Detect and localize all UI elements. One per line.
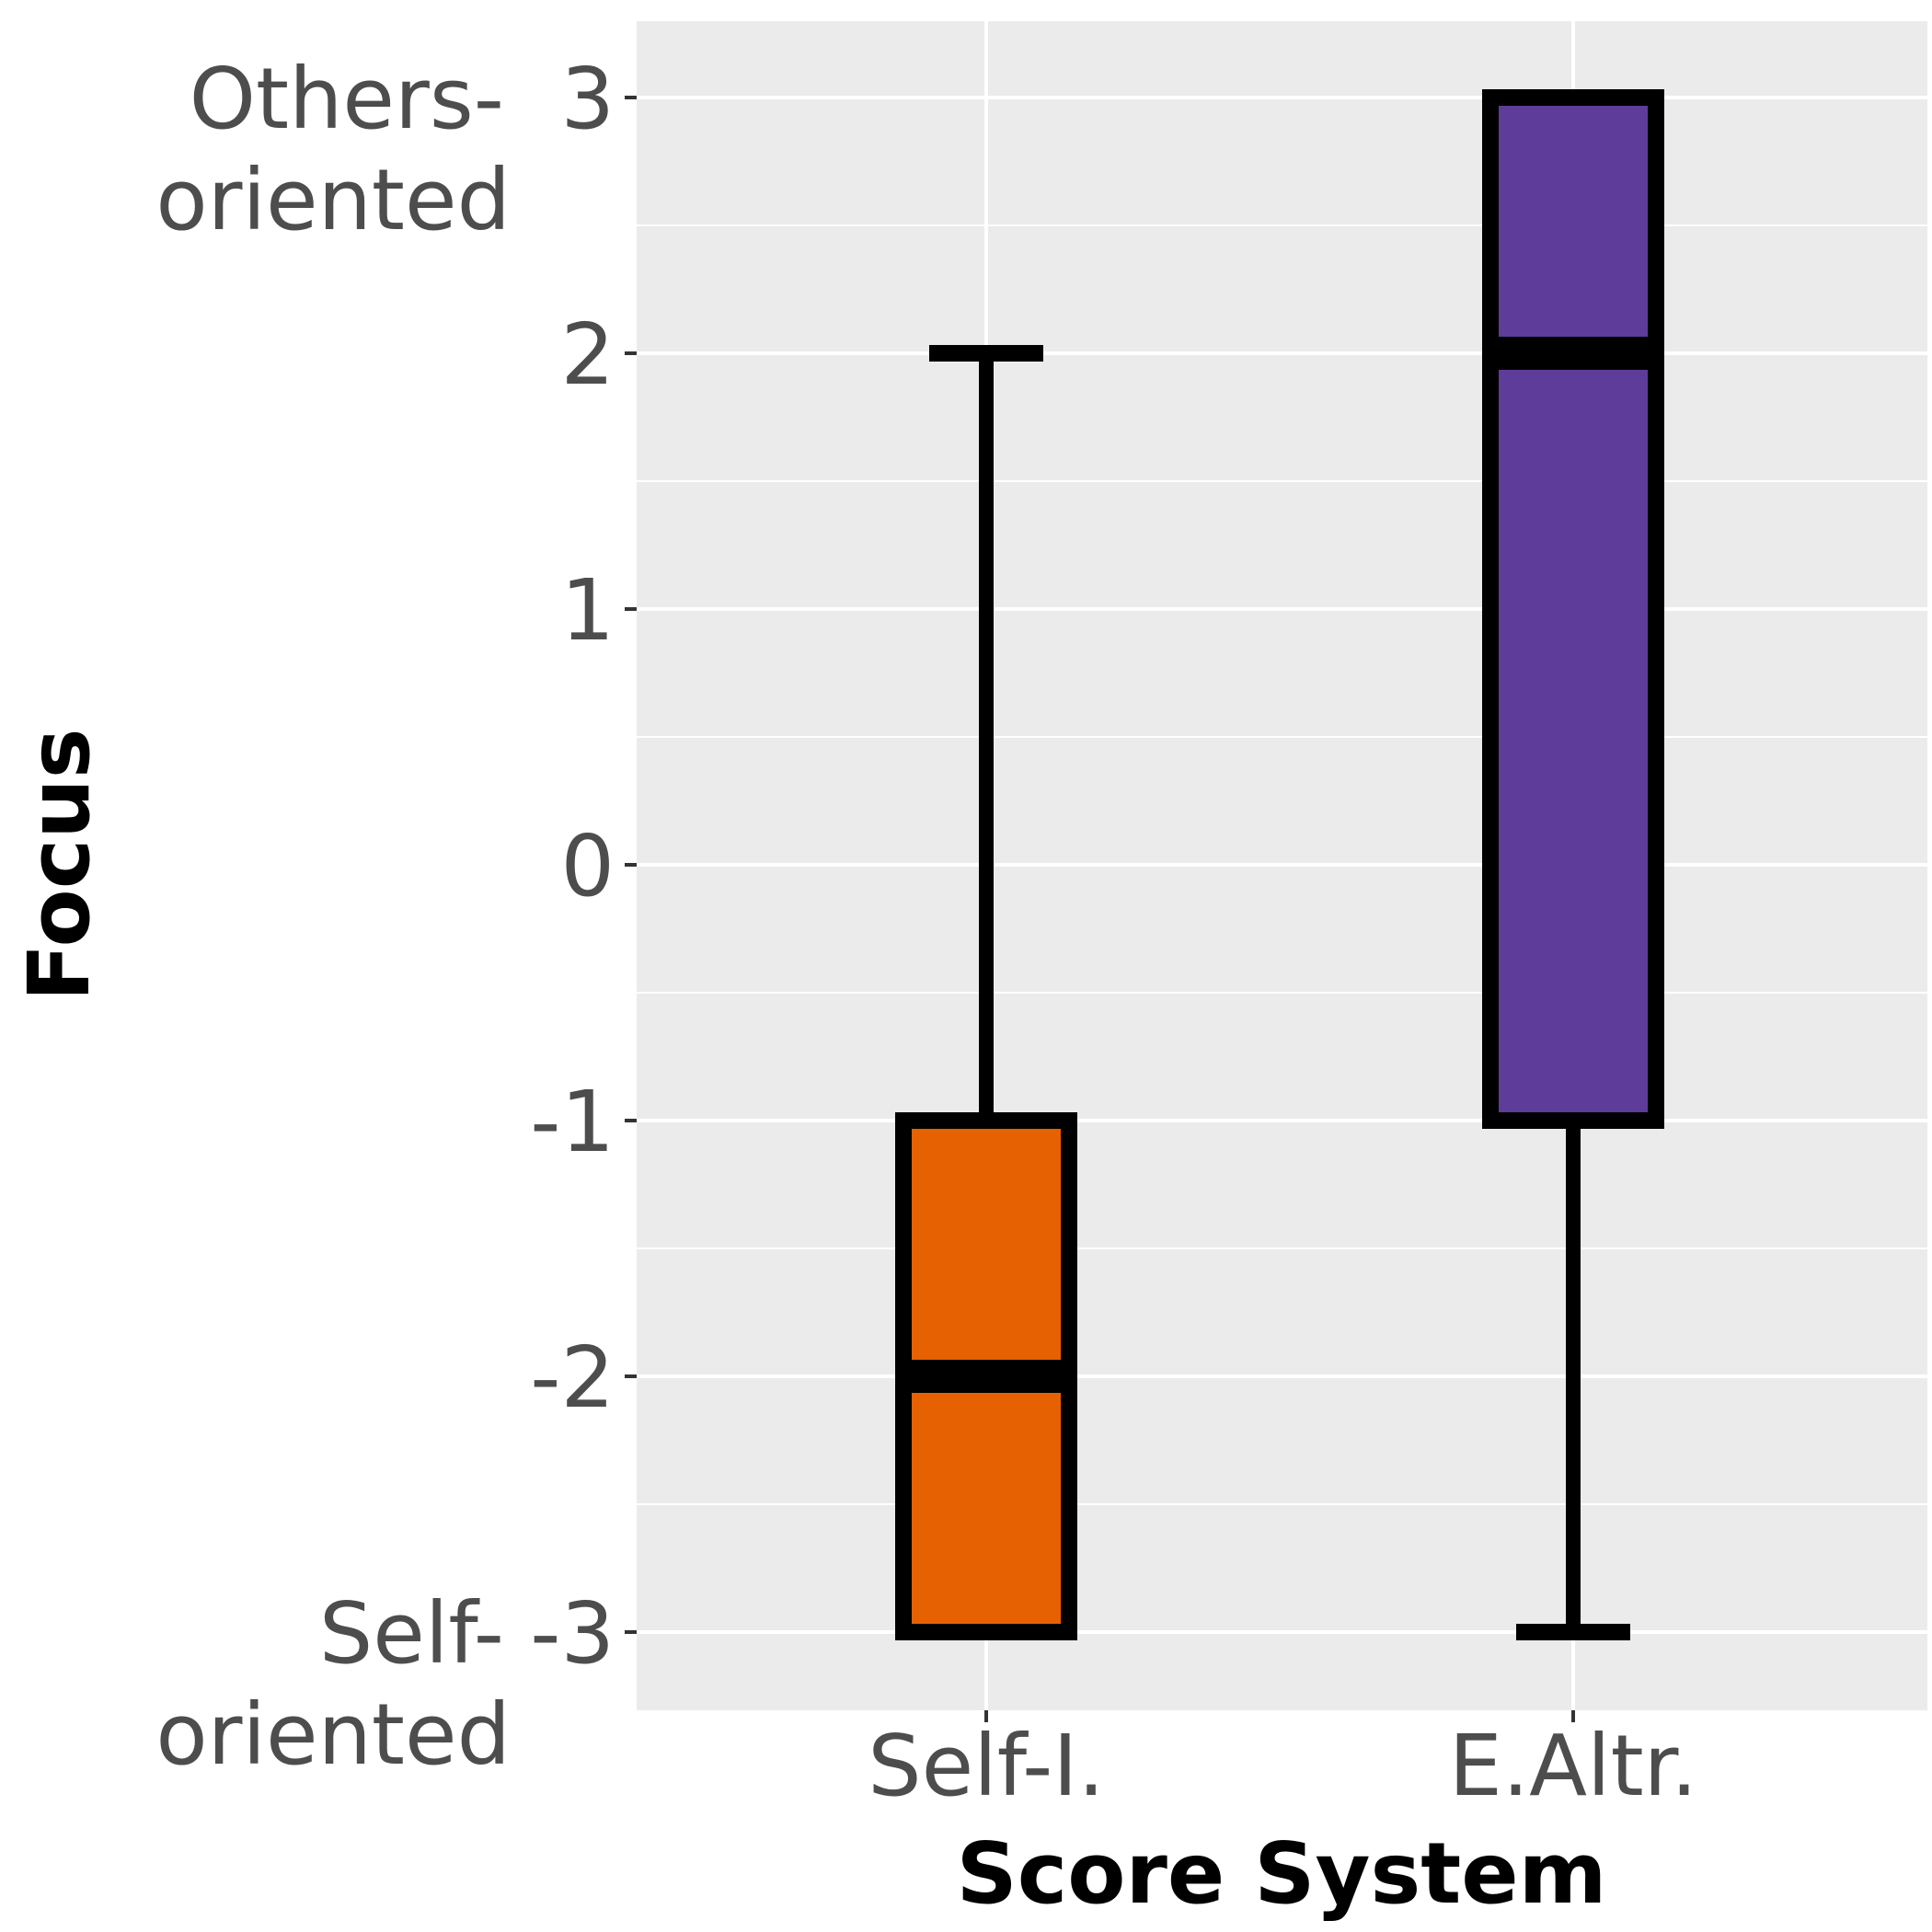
box-Self-I. <box>895 345 1077 1640</box>
y-tick-label: 0 <box>560 817 615 915</box>
y-tick-label: -3 <box>530 1584 615 1683</box>
x-tick-label: E.Altr. <box>1449 1717 1698 1815</box>
y-tick-annotation-line1: Others- <box>190 50 504 148</box>
boxes <box>895 89 1664 1640</box>
y-tick-annotation-line2: oriented <box>155 151 511 249</box>
y-tick-label: -2 <box>530 1328 615 1427</box>
x-axis: Self-I. E.Altr. <box>868 1710 1697 1815</box>
y-axis-title: Focus <box>10 728 109 1001</box>
box-E.Altr. <box>1482 89 1664 1640</box>
y-tick-label: -1 <box>530 1073 615 1171</box>
y-tick-label: 3 <box>560 50 615 148</box>
y-tick-annotation-line2: oriented <box>155 1685 511 1784</box>
x-axis-title: Score System <box>956 1824 1606 1923</box>
y-tick-label: 1 <box>560 561 615 660</box>
x-tick-label: Self-I. <box>868 1717 1105 1815</box>
y-tick-label: 2 <box>560 305 615 404</box>
box-body <box>1482 89 1664 1129</box>
y-tick-annotation-line1: Self- <box>319 1584 504 1683</box>
minor-gridlines <box>637 224 1927 1505</box>
y-axis: 3 Others-oriented 2 1 0 -1 -2 -3 Self-oriented <box>155 50 637 1784</box>
